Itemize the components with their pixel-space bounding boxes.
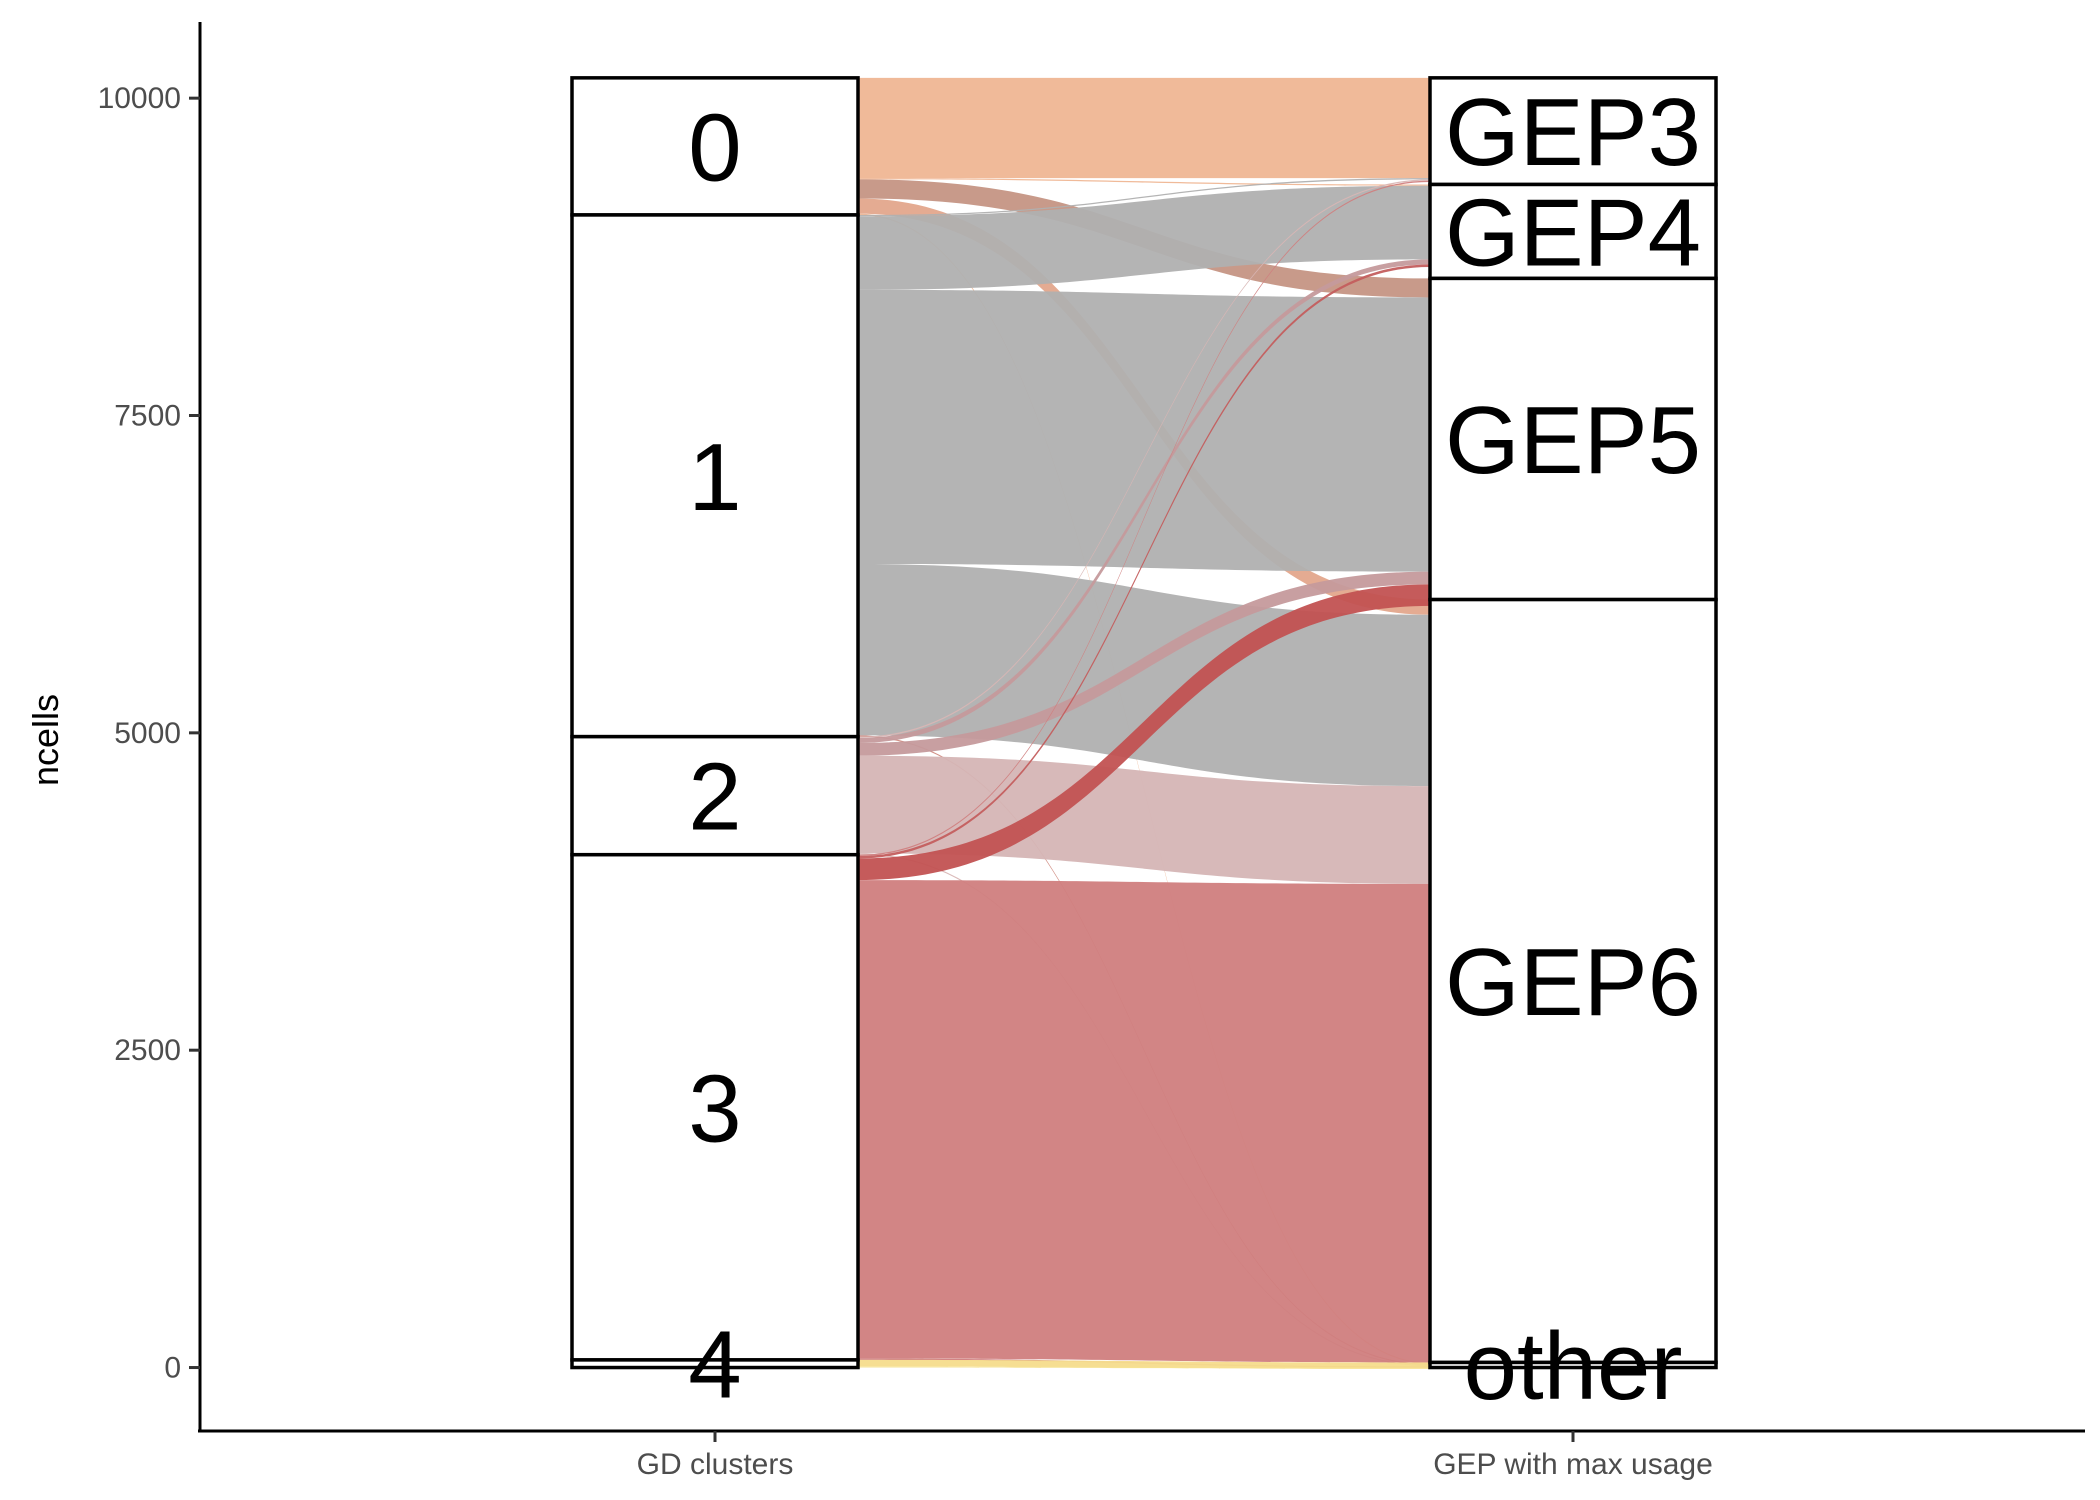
- right-stratum-gep4: [1428, 182, 1718, 281]
- right-stratum-label-gep5: GEP5: [1445, 387, 1701, 494]
- right-stratum-gep5: [1428, 276, 1718, 602]
- y-tick-label-10000: 10000: [98, 82, 181, 115]
- left-stratum-label-4: 4: [688, 1312, 741, 1419]
- flow-3-to-gep5: [858, 584, 1430, 881]
- left-stratum-2: [570, 734, 860, 857]
- x-tick-label-gep-with-max-usage: GEP with max usage: [1433, 1448, 1713, 1481]
- flow-0-to-gep4: [858, 178, 1430, 186]
- y-tick-label-2500: 2500: [114, 1034, 181, 1067]
- y-tick-label-7500: 7500: [114, 400, 181, 433]
- left-stratum-1: [570, 213, 860, 739]
- flow-1-to-gep4: [858, 185, 1430, 290]
- right-stratum-label-gep3: GEP3: [1445, 79, 1701, 186]
- y-tick-label-0: 0: [164, 1352, 181, 1385]
- flow-4-to-other: [858, 1366, 1430, 1369]
- y-tick-label-5000: 5000: [114, 717, 181, 750]
- flow-2-to-gep6: [858, 755, 1430, 884]
- right-stratum-label-other: other: [1464, 1313, 1683, 1420]
- flow-3-to-gep6: [858, 880, 1430, 1363]
- flow-3-to-gep4: [858, 264, 1430, 859]
- left-stratum-label-3: 3: [688, 1055, 741, 1162]
- flow-0-to-gep3: [858, 77, 1430, 179]
- flow-1-to-gep5: [858, 289, 1430, 572]
- flow-2-to-gep4: [858, 259, 1430, 744]
- right-stratum-label-gep6: GEP6: [1445, 929, 1701, 1036]
- left-stratum-label-2: 2: [688, 744, 741, 851]
- x-ticks: GD clusters GEP with max usage: [637, 1431, 1713, 1481]
- flow-4-to-gep6: [858, 1359, 1430, 1369]
- flow-3-to-gep3: [858, 180, 1430, 856]
- flow-2-to-gep5: [858, 571, 1430, 756]
- right-stratum-other: [1428, 1360, 1718, 1370]
- left-stratum-label-1: 1: [688, 424, 741, 531]
- y-ticks: 0 2500 5000 7500 10000: [98, 82, 200, 1385]
- flows-layer: [858, 77, 1430, 1369]
- left-stratum-label-0: 0: [688, 94, 741, 201]
- right-stratum-label-gep4: GEP4: [1445, 179, 1701, 286]
- left-stratum-4: [570, 1358, 860, 1370]
- x-tick-label-gd-clusters: GD clusters: [637, 1448, 794, 1481]
- flow-1-to-gep3: [858, 178, 1430, 217]
- left-stratum-3: [570, 852, 860, 1362]
- flow-2-to-gep3: [858, 179, 1430, 738]
- right-stratum-gep6: [1428, 597, 1718, 1365]
- y-axis-title: ncells: [25, 694, 66, 786]
